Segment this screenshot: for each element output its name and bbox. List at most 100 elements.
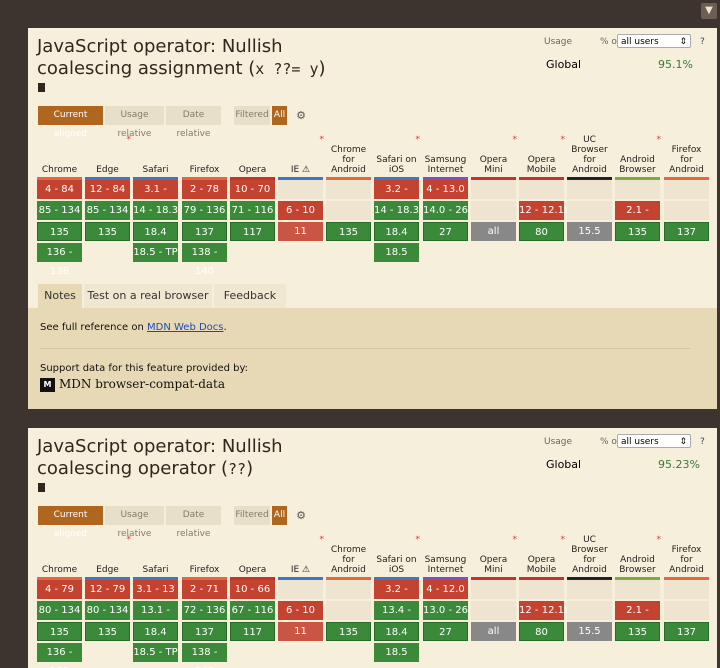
support-cell[interactable]: 80 bbox=[519, 222, 564, 241]
support-cell[interactable]: 13.1 - 18.3 bbox=[133, 601, 178, 635]
settings-gear-icon[interactable]: ⚙ bbox=[296, 509, 306, 522]
support-cell[interactable]: 135 bbox=[85, 222, 130, 241]
support-cell[interactable]: 14.0 - 26 bbox=[423, 201, 468, 220]
help-icon[interactable]: ? bbox=[700, 437, 705, 447]
browser-color-bar bbox=[519, 177, 564, 180]
date-relative-button[interactable]: Date relative bbox=[166, 106, 221, 139]
support-cell[interactable]: 3.1 - 13 bbox=[133, 580, 178, 599]
document-icon[interactable]: d bbox=[38, 83, 45, 92]
support-cell[interactable]: 85 - 134 bbox=[37, 201, 82, 220]
settings-gear-icon[interactable]: ⚙ bbox=[296, 109, 306, 122]
support-cell[interactable]: 80 - 134 bbox=[37, 601, 82, 620]
support-cell[interactable]: 3.2 - 13.3 bbox=[374, 580, 419, 614]
support-cell[interactable]: 18.4 bbox=[374, 622, 419, 641]
support-cell[interactable]: 27 bbox=[423, 222, 468, 241]
current-aligned-button[interactable]: Current aligned bbox=[38, 506, 103, 539]
support-cell[interactable]: 80 bbox=[519, 622, 564, 641]
support-cell[interactable]: 135 bbox=[326, 622, 371, 641]
support-cell[interactable]: 135 bbox=[37, 222, 82, 241]
support-cell[interactable]: 137 bbox=[664, 622, 709, 641]
support-cell[interactable]: 15.5 bbox=[567, 622, 612, 641]
filtered-button[interactable]: Filtered bbox=[234, 106, 270, 125]
support-cell[interactable]: 15.5 bbox=[567, 222, 612, 241]
filter-icon[interactable]: ▼ bbox=[701, 3, 717, 19]
note-asterisk-icon: * bbox=[415, 535, 421, 545]
support-cell[interactable]: 11 bbox=[278, 622, 323, 641]
support-cell[interactable]: 71 - 116 bbox=[230, 201, 275, 220]
support-cell[interactable]: 135 bbox=[326, 222, 371, 241]
support-cell[interactable]: 4 - 12.0 bbox=[423, 580, 468, 599]
mdn-compat-link[interactable]: MDN browser-compat-data bbox=[59, 377, 226, 391]
support-cell[interactable]: 79 - 136 bbox=[182, 201, 227, 220]
support-cell[interactable]: 138 - 140 bbox=[182, 243, 227, 277]
support-cell[interactable]: 135 bbox=[37, 622, 82, 641]
tab-notes[interactable]: Notes bbox=[38, 284, 82, 308]
support-cell[interactable]: 18.4 bbox=[133, 622, 178, 641]
support-cell[interactable]: 4 - 84 bbox=[37, 180, 82, 199]
support-cell[interactable]: 2 - 78 bbox=[182, 180, 227, 199]
support-cell[interactable]: 10 - 70 bbox=[230, 180, 275, 199]
support-cell[interactable]: 80 - 134 bbox=[85, 601, 130, 620]
support-cell[interactable]: 4 - 79 bbox=[37, 580, 82, 599]
support-cell[interactable]: 135 bbox=[85, 622, 130, 641]
support-cell[interactable]: 18.4 bbox=[374, 222, 419, 241]
support-cell[interactable]: all bbox=[471, 622, 516, 641]
browser-color-bar bbox=[230, 177, 275, 180]
support-cell[interactable]: 6 - 10 bbox=[278, 201, 323, 220]
support-cell[interactable]: 14 - 18.3 bbox=[374, 201, 419, 220]
support-cell[interactable]: 135 bbox=[615, 622, 660, 641]
current-aligned-button[interactable]: Current aligned bbox=[38, 106, 103, 139]
support-cell[interactable]: 12 - 12.1 bbox=[519, 201, 564, 220]
support-cell[interactable]: 13.4 - 18.3 bbox=[374, 601, 419, 635]
support-cell[interactable]: 137 bbox=[182, 622, 227, 641]
browser-header: Firefox for Android bbox=[664, 135, 709, 175]
support-cell[interactable]: 135 bbox=[615, 222, 660, 241]
help-icon[interactable]: ? bbox=[700, 37, 705, 47]
support-cell[interactable]: 2 - 71 bbox=[182, 580, 227, 599]
support-cell[interactable]: 137 bbox=[182, 222, 227, 241]
support-cell[interactable]: 27 bbox=[423, 622, 468, 641]
support-cell[interactable]: 4 - 13.0 bbox=[423, 180, 468, 199]
support-cell[interactable]: 72 - 136 bbox=[182, 601, 227, 620]
all-button[interactable]: All bbox=[272, 106, 287, 125]
browser-header: Chrome bbox=[37, 535, 82, 575]
support-cell[interactable]: 117 bbox=[230, 222, 275, 241]
support-cell[interactable]: 18.5 bbox=[374, 243, 419, 262]
pct-of-label: % of bbox=[600, 437, 621, 447]
support-cell[interactable]: 137 bbox=[664, 222, 709, 241]
support-cell[interactable]: 3.2 - 13.7 bbox=[374, 180, 419, 214]
support-cell[interactable]: 12 - 79 bbox=[85, 580, 130, 599]
users-select[interactable]: all users ⇕ bbox=[617, 34, 691, 48]
support-cell[interactable]: 2.1 - 4.4.4 bbox=[615, 201, 660, 235]
support-cell[interactable]: 85 - 134 bbox=[85, 201, 130, 220]
support-cell[interactable]: 12 - 84 bbox=[85, 180, 130, 199]
date-relative-button[interactable]: Date relative bbox=[166, 506, 221, 539]
tab-feedback[interactable]: Feedback bbox=[214, 284, 286, 308]
filtered-button[interactable]: Filtered bbox=[234, 506, 270, 525]
document-icon[interactable]: d bbox=[38, 483, 45, 492]
support-cell[interactable]: 18.5 - TP bbox=[133, 643, 178, 662]
tab-test-browser[interactable]: Test on a real browser bbox=[84, 284, 212, 308]
support-cell[interactable]: 3.1 - 13.1 bbox=[133, 180, 178, 214]
support-cell[interactable]: 14 - 18.3 bbox=[133, 201, 178, 220]
support-cell[interactable]: 6 - 10 bbox=[278, 601, 323, 620]
usage-relative-button[interactable]: Usage relative bbox=[105, 506, 164, 539]
all-button[interactable]: All bbox=[272, 506, 287, 525]
support-cell[interactable]: 67 - 116 bbox=[230, 601, 275, 620]
support-cell[interactable]: 2.1 - 4.4.4 bbox=[615, 601, 660, 635]
support-cell[interactable]: 136 - 138 bbox=[37, 643, 82, 668]
support-cell[interactable]: 117 bbox=[230, 622, 275, 641]
users-select[interactable]: all users ⇕ bbox=[617, 434, 691, 448]
support-cell[interactable]: 136 - 138 bbox=[37, 243, 82, 277]
support-cell[interactable]: 18.5 - TP bbox=[133, 243, 178, 262]
support-cell[interactable]: all bbox=[471, 222, 516, 241]
support-cell[interactable]: 10 - 66 bbox=[230, 580, 275, 599]
support-cell[interactable]: 12 - 12.1 bbox=[519, 601, 564, 620]
support-cell[interactable]: 138 - 140 bbox=[182, 643, 227, 668]
usage-relative-button[interactable]: Usage relative bbox=[105, 106, 164, 139]
mdn-link[interactable]: MDN Web Docs bbox=[147, 322, 224, 333]
support-cell[interactable]: 13.0 - 26 bbox=[423, 601, 468, 620]
support-cell[interactable]: 18.4 bbox=[133, 222, 178, 241]
support-cell[interactable]: 11 bbox=[278, 222, 323, 241]
support-cell[interactable]: 18.5 bbox=[374, 643, 419, 662]
